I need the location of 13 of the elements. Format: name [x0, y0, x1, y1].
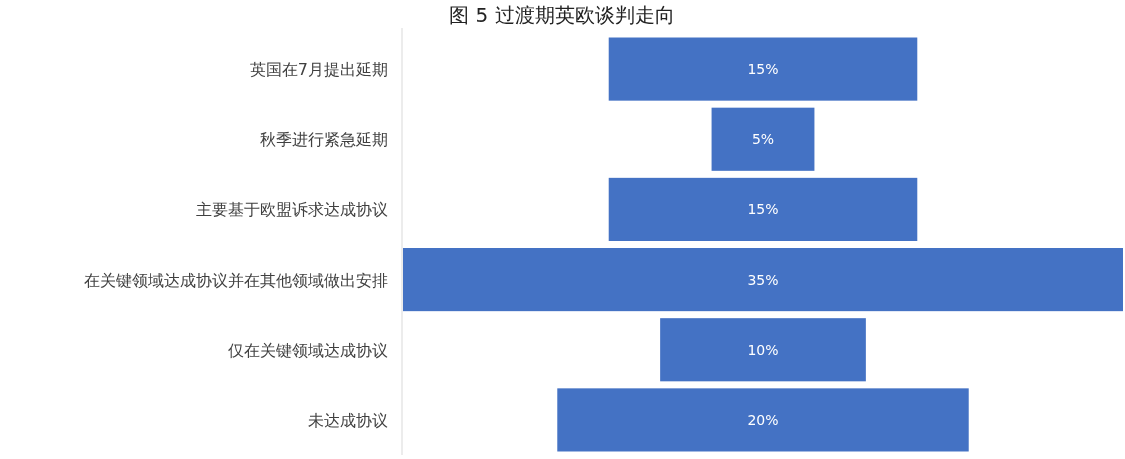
category-label: 英国在7月提出延期 [249, 60, 388, 80]
data-label: 15% [747, 61, 779, 78]
data-label: 20% [747, 411, 779, 428]
data-label: 15% [747, 201, 779, 218]
category-label: 秋季进行紧急延期 [260, 130, 388, 150]
data-label: 35% [747, 271, 779, 288]
data-label: 5% [751, 131, 775, 148]
data-label: 10% [747, 341, 779, 358]
category-label: 未达成协议 [308, 410, 388, 430]
title: 图 5 过渡期英欧谈判走向 [449, 3, 675, 27]
category-label: 在关键领域达成协议并在其他领域做出安排 [84, 270, 388, 290]
category-label: 主要基于欧盟诉求达成协议 [196, 200, 388, 220]
category-label: 仅在关键领域达成协议 [228, 340, 388, 360]
